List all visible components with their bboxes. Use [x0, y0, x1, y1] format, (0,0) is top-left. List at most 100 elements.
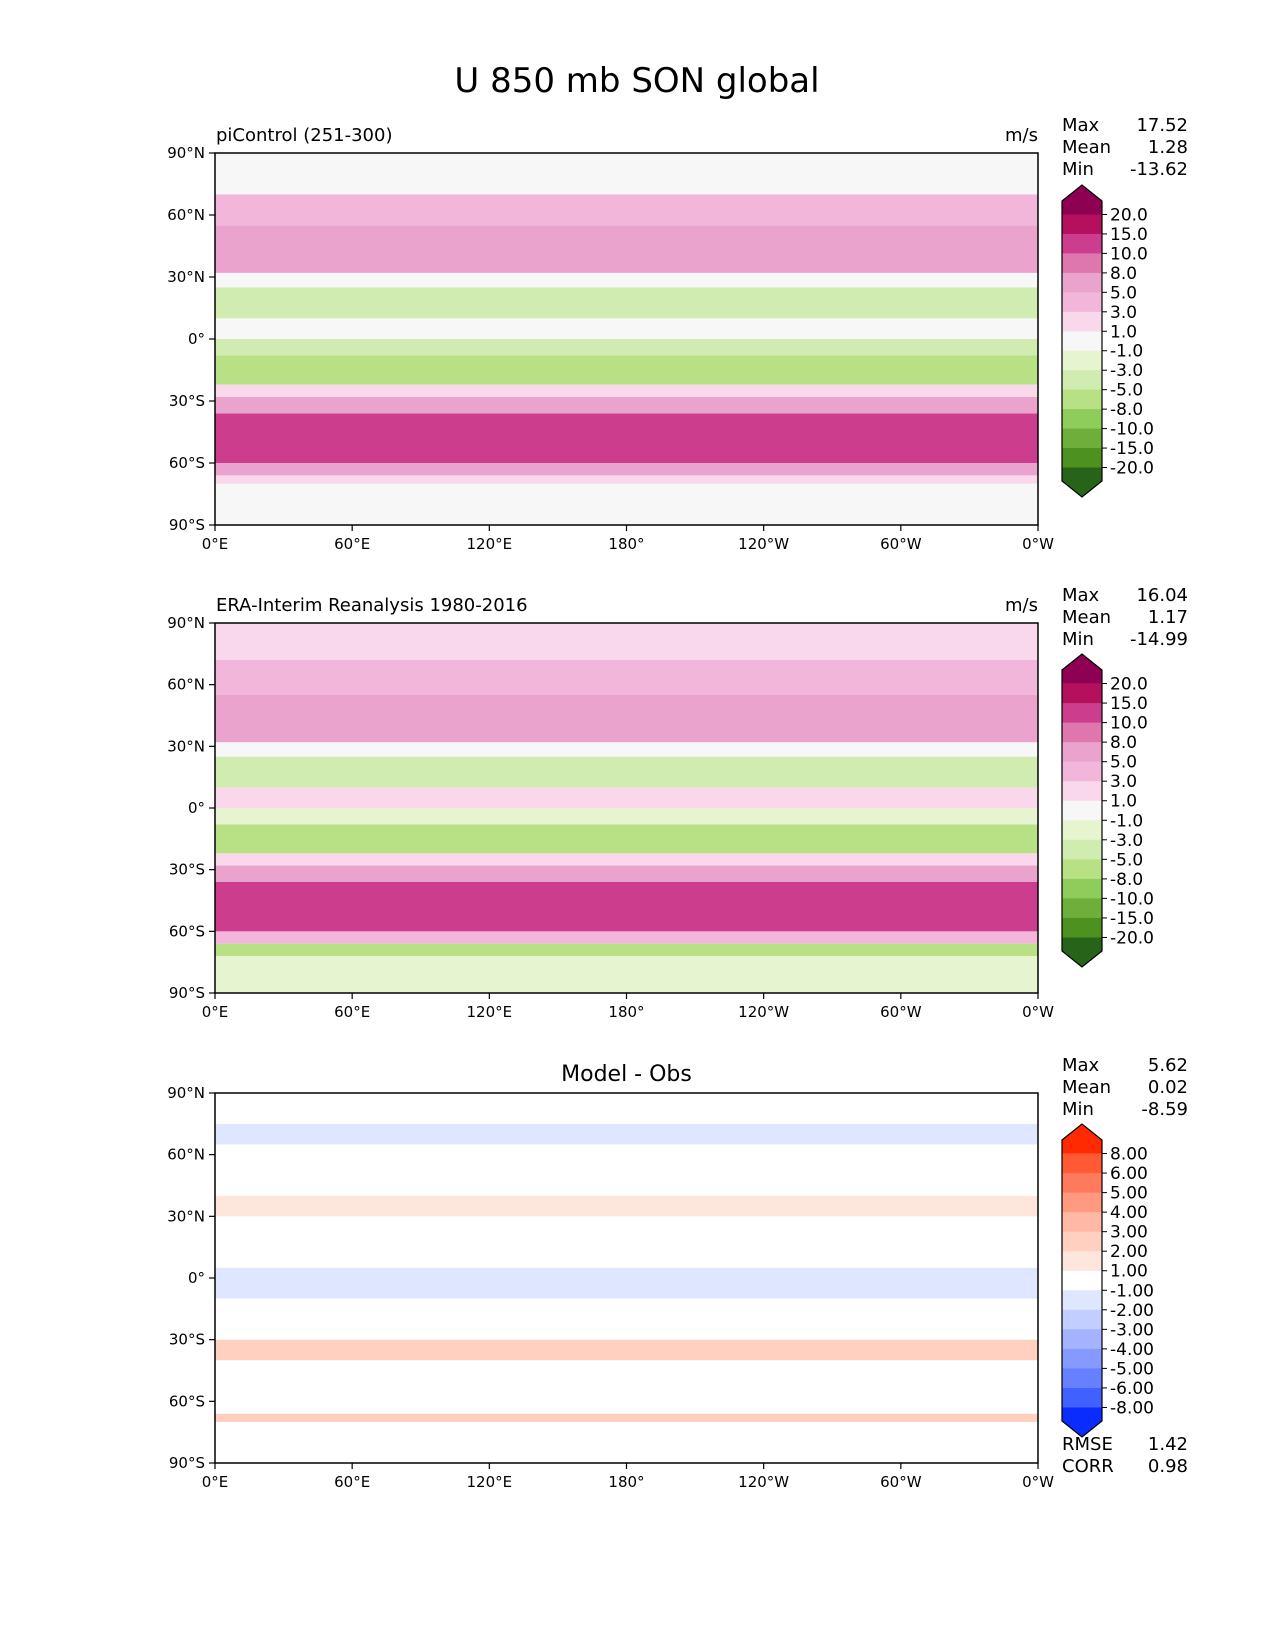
colorbar-tick-label: 6.00 — [1110, 1164, 1148, 1184]
units-label: m/s — [1005, 125, 1038, 146]
x-tick-label: 120°E — [467, 535, 513, 553]
colorbar: 20.015.010.08.05.03.01.0-1.0-3.0-5.0-8.0… — [1061, 184, 1154, 498]
colorbar-extend-bottom — [1062, 937, 1102, 967]
colorbar-segment — [1062, 1231, 1102, 1252]
x-tick-label: 60°W — [880, 535, 922, 553]
colorbar-segment — [1062, 703, 1102, 724]
field-band — [215, 623, 1038, 660]
x-tick-label: 0°E — [202, 1003, 229, 1021]
y-tick-label: 60°N — [167, 1146, 205, 1164]
field-band — [215, 756, 1038, 788]
colorbar-tick-label: 8.0 — [1110, 264, 1137, 284]
colorbar-tick-label: 15.0 — [1110, 694, 1148, 714]
colorbar-tick-label: 5.0 — [1110, 283, 1137, 303]
y-tick-label: 60°N — [167, 206, 205, 224]
field-band — [215, 1298, 1038, 1340]
x-tick-label: 180° — [608, 1473, 644, 1491]
field-band — [215, 272, 1038, 288]
colorbar-tick-label: 20.0 — [1110, 675, 1148, 695]
colorbar-segment — [1062, 683, 1102, 704]
field-band — [215, 853, 1038, 866]
stat-value: 17.52 — [1136, 115, 1188, 136]
y-tick-label: 90°N — [167, 1084, 205, 1102]
colorbar-segment — [1062, 253, 1102, 274]
stat-label: Mean — [1062, 1077, 1111, 1098]
colorbar-segment — [1062, 917, 1102, 938]
y-tick-label: 90°S — [169, 984, 205, 1002]
colorbar-tick-label: -5.0 — [1110, 381, 1143, 401]
colorbar-tick-label: -1.00 — [1110, 1281, 1154, 1301]
colorbar-tick-label: 8.00 — [1110, 1145, 1148, 1165]
y-tick-label: 0° — [188, 1269, 205, 1287]
colorbar-tick-label: 5.0 — [1110, 753, 1137, 773]
metric-label: CORR — [1062, 1456, 1114, 1477]
colorbar-segment — [1062, 820, 1102, 841]
colorbar-segment — [1062, 1387, 1102, 1408]
field-band — [215, 1360, 1038, 1414]
colorbar-segment — [1062, 839, 1102, 860]
panel-reference: ERA-Interim Reanalysis 1980-2016 m/s 90°N 6… — [167, 585, 1188, 1021]
field-band — [215, 475, 1038, 484]
colorbar-segment — [1062, 409, 1102, 430]
colorbar-segment — [1062, 233, 1102, 254]
colorbar-segment — [1062, 389, 1102, 410]
x-tick-label: 120°E — [467, 1473, 513, 1491]
colorbar-segment — [1062, 1329, 1102, 1350]
stat-label: Max — [1062, 1055, 1100, 1076]
field-band — [215, 1093, 1038, 1124]
field-band — [215, 1195, 1038, 1217]
colorbar-extend-top — [1062, 1124, 1102, 1154]
colorbar-tick-label: -20.0 — [1110, 928, 1154, 948]
colorbar: 8.006.005.004.003.002.001.00-1.00-2.00-3… — [1061, 1123, 1154, 1438]
field-band — [215, 694, 1038, 743]
colorbar-segment — [1062, 761, 1102, 782]
y-tick-label: 90°S — [169, 516, 205, 534]
x-tick-label: 120°W — [738, 1473, 789, 1491]
colorbar-tick-label: -8.0 — [1110, 870, 1143, 890]
colorbar-tick-label: 1.0 — [1110, 322, 1137, 342]
metric-value: 1.42 — [1148, 1434, 1188, 1455]
y-tick-label: 30°N — [167, 1207, 205, 1225]
colorbar-segment — [1062, 448, 1102, 469]
x-tick-label: 180° — [608, 1003, 644, 1021]
x-tick-label: 60°W — [880, 1473, 922, 1491]
colorbar-extend-bottom — [1062, 467, 1102, 497]
colorbar-tick-label: -3.0 — [1110, 361, 1143, 381]
field-band — [215, 787, 1038, 808]
colorbar-tick-label: -6.00 — [1110, 1379, 1154, 1399]
field-band — [215, 808, 1038, 825]
field-band — [215, 384, 1038, 397]
colorbar-segment — [1062, 350, 1102, 371]
metric-label: RMSE — [1062, 1434, 1113, 1455]
field-band — [215, 355, 1038, 385]
field-band — [215, 287, 1038, 319]
colorbar-tick-label: 3.00 — [1110, 1223, 1148, 1243]
colorbar-extend-bottom — [1062, 1407, 1102, 1437]
x-tick-label: 0°W — [1022, 535, 1054, 553]
y-tick-label: 30°S — [169, 1331, 205, 1349]
colorbar-tick-label: 4.00 — [1110, 1203, 1148, 1223]
panel-title: Model - Obs — [561, 1062, 692, 1087]
colorbar-segment — [1062, 428, 1102, 449]
x-tick-label: 0°W — [1022, 1473, 1054, 1491]
colorbar-segment — [1062, 1212, 1102, 1233]
x-tick-label: 120°W — [738, 1003, 789, 1021]
stat-value: -13.62 — [1130, 159, 1188, 180]
y-tick-label: 60°S — [169, 1392, 205, 1410]
field-band — [215, 463, 1038, 476]
colorbar-segment — [1062, 742, 1102, 763]
colorbar-tick-label: 20.0 — [1110, 205, 1148, 225]
stat-value: 1.28 — [1148, 137, 1188, 158]
y-tick-label: 0° — [188, 799, 205, 817]
colorbar-segment — [1062, 1368, 1102, 1389]
x-tick-label: 180° — [608, 535, 644, 553]
colorbar-tick-label: -1.0 — [1110, 342, 1143, 362]
colorbar-segment — [1062, 1153, 1102, 1174]
x-tick-label: 60°E — [334, 1003, 370, 1021]
colorbar-tick-label: -3.00 — [1110, 1320, 1154, 1340]
field-band — [215, 1421, 1038, 1463]
field-layer — [215, 1093, 1038, 1463]
stat-label: Max — [1062, 115, 1100, 136]
y-tick-label: 0° — [188, 330, 205, 348]
